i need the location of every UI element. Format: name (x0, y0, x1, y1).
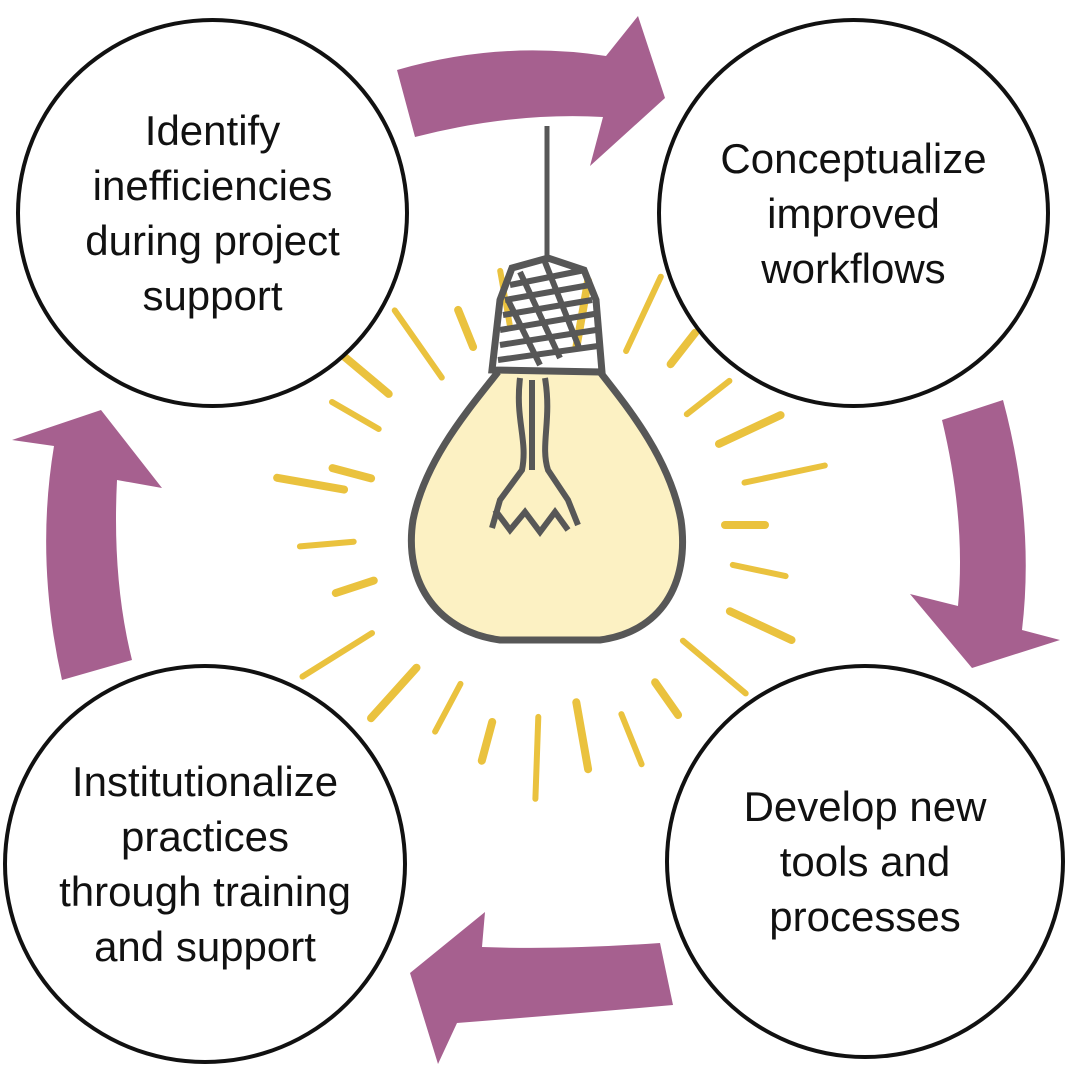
light-ray (296, 538, 357, 550)
arrow-bottom (410, 912, 673, 1064)
step-conceptualize-text: Conceptualize improved workflows (720, 131, 986, 296)
light-ray (273, 473, 349, 494)
light-ray (729, 561, 789, 580)
light-ray (331, 576, 378, 597)
step-line: Conceptualize (720, 134, 987, 182)
lightbulb-icon (408, 126, 686, 644)
bulb-base-scribble (497, 260, 599, 367)
step-line: Identify (144, 107, 281, 154)
step-line: and support (94, 923, 316, 970)
light-ray (391, 307, 445, 381)
step-institutionalize-text: Institutionalize practices through train… (59, 754, 351, 974)
arrow-right (910, 400, 1060, 668)
step-line: during project (85, 217, 340, 264)
step-line: practices (120, 813, 290, 860)
light-ray (432, 680, 464, 735)
light-ray (618, 711, 645, 768)
light-ray (715, 411, 785, 448)
step-line: tools and (779, 838, 951, 885)
light-ray (329, 399, 382, 432)
bulb-outline (408, 369, 686, 644)
light-ray (683, 377, 733, 418)
step-institutionalize: Institutionalize practices through train… (3, 664, 407, 1064)
arrow-left (12, 410, 162, 680)
step-develop: Develop new tools and processes (665, 664, 1065, 1059)
light-ray (623, 273, 664, 354)
light-ray (741, 462, 828, 486)
step-line: improved (767, 189, 940, 237)
step-line: Institutionalize (71, 758, 339, 805)
arrow-top (397, 16, 665, 166)
light-ray (454, 305, 478, 351)
light-ray (367, 663, 421, 723)
step-line: through training (59, 868, 351, 915)
light-ray (477, 718, 497, 765)
light-ray (679, 637, 749, 697)
bulb-base (488, 254, 606, 376)
light-ray (299, 630, 375, 680)
step-conceptualize: Conceptualize improved workflows (657, 18, 1050, 408)
step-line: support (142, 272, 283, 319)
cycle-arrows (12, 16, 1060, 1064)
step-line: inefficiencies (92, 162, 333, 209)
light-rays (273, 267, 828, 802)
light-ray (725, 607, 796, 644)
step-line: processes (769, 893, 961, 940)
light-ray (328, 464, 376, 483)
light-ray (666, 328, 700, 369)
step-develop-text: Develop new tools and processes (744, 779, 987, 944)
step-line: workflows (761, 244, 946, 292)
light-ray (532, 713, 542, 802)
step-identify-text: Identify inefficiencies during project s… (85, 103, 339, 323)
bulb-filament (489, 377, 581, 537)
light-ray (572, 698, 593, 774)
step-identify: Identify inefficiencies during project s… (16, 18, 409, 408)
bulb-glass (411, 372, 683, 640)
step-line: Develop new (743, 783, 987, 830)
light-ray (651, 678, 683, 719)
light-ray (332, 346, 393, 398)
